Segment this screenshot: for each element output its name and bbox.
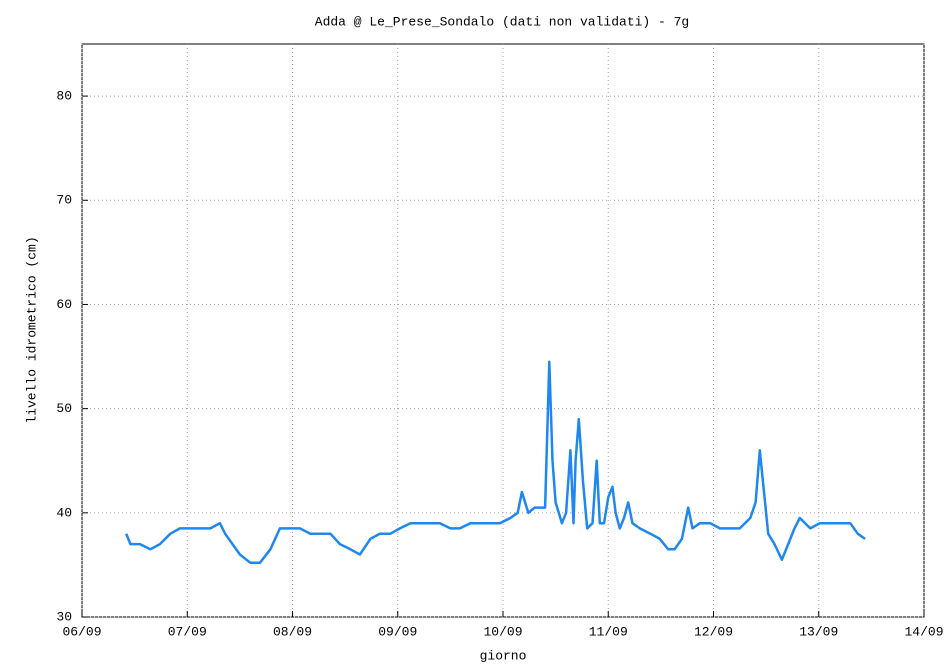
x-tick-label: 11/09 (589, 624, 628, 639)
y-tick-label: 70 (56, 193, 72, 208)
y-tick-label: 50 (56, 401, 72, 416)
x-tick-label: 13/09 (799, 624, 838, 639)
x-tick-label: 06/09 (62, 624, 101, 639)
y-tick-label: 40 (56, 505, 72, 520)
plot-frame (81, 43, 925, 618)
chart-title: Adda @ Le_Prese_Sondalo (dati non valida… (315, 14, 689, 29)
y-tick-label: 60 (56, 297, 72, 312)
x-tick-label: 10/09 (483, 624, 522, 639)
y-axis-label: livello idrometrico (cm) (24, 236, 39, 423)
y-tick-label: 30 (56, 609, 72, 624)
x-tick-label: 07/09 (168, 624, 207, 639)
x-tick-label: 08/09 (273, 624, 312, 639)
x-tick-label: 14/09 (904, 624, 943, 639)
x-tick-label: 09/09 (378, 624, 417, 639)
x-axis-label: giorno (480, 648, 527, 663)
y-tick-label: 80 (56, 89, 72, 104)
data-line (125, 360, 866, 565)
x-tick-label: 12/09 (694, 624, 733, 639)
